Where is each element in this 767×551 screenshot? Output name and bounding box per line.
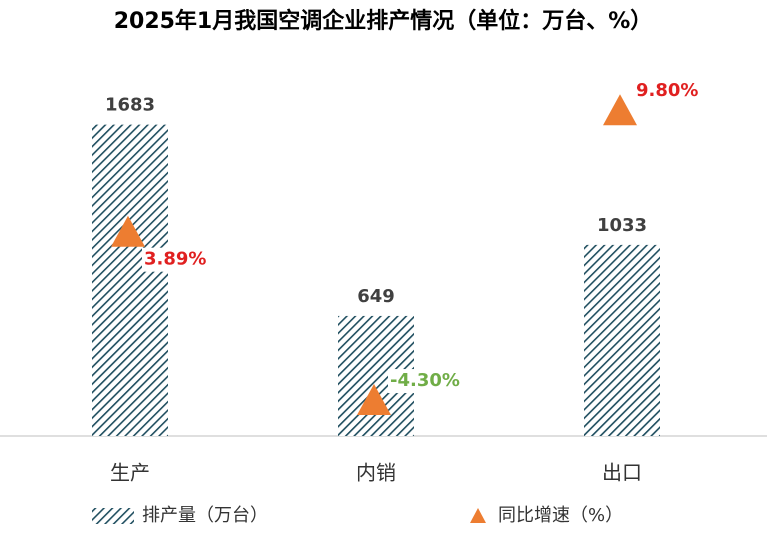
x-tick-label: 内销 <box>356 461 396 485</box>
value-label-bg <box>388 369 458 394</box>
bar <box>584 244 660 436</box>
x-tick-label: 生产 <box>110 461 150 485</box>
value-label-bg <box>634 79 704 104</box>
bar-value-label: 1683 <box>105 95 155 116</box>
x-tick-label: 出口 <box>602 461 642 485</box>
value-label: 9.80% <box>636 80 698 101</box>
triangle-marker <box>357 384 391 416</box>
legend-swatch <box>92 508 134 524</box>
bar-value-label: 649 <box>357 286 395 307</box>
value-label-bg <box>142 247 212 272</box>
legend-swatch <box>470 508 486 523</box>
legend-label: 排产量（万台） <box>142 505 268 526</box>
triangle-marker <box>603 94 637 126</box>
bar-value-label: 1033 <box>597 215 647 236</box>
triangle-marker <box>111 215 145 247</box>
chart-title: 2025年1月我国空调企业排产情况（单位：万台、%） <box>114 8 653 34</box>
value-label: -4.30% <box>390 370 460 391</box>
value-label: 3.89% <box>144 249 206 270</box>
legend-label: 同比增速（%） <box>498 505 623 526</box>
bar <box>92 124 168 437</box>
